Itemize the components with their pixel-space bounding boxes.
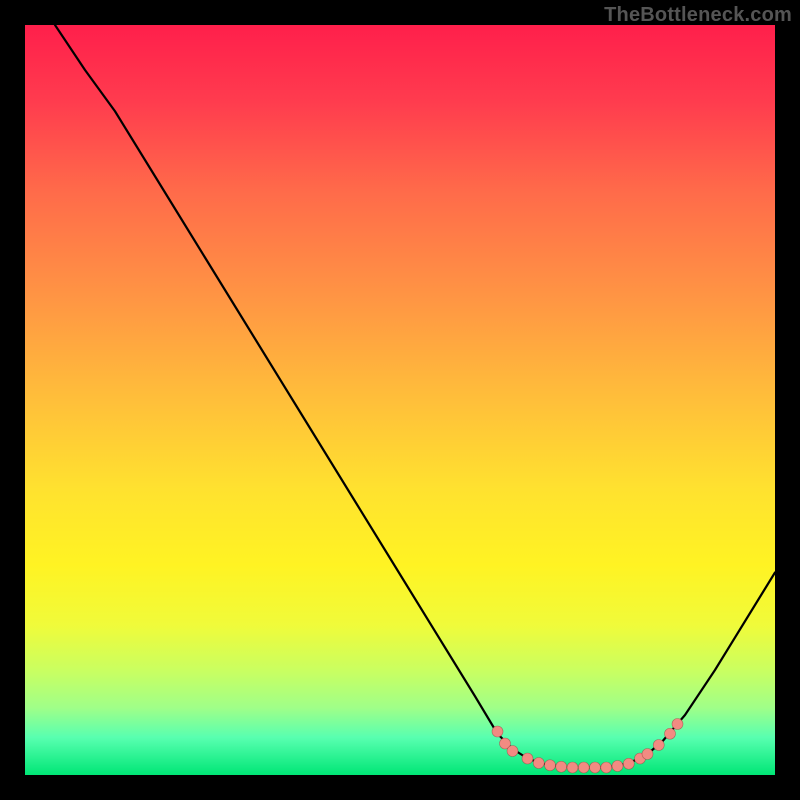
goodfit-marker [507,746,518,757]
goodfit-marker [522,753,533,764]
attribution-text: TheBottleneck.com [604,4,792,27]
goodfit-marker [578,762,589,773]
goodfit-marker [533,758,544,769]
goodfit-marker [623,758,634,769]
goodfit-marker [672,719,683,730]
bottleneck-chart [0,0,800,800]
goodfit-marker [653,740,664,751]
goodfit-marker [601,762,612,773]
goodfit-marker [492,726,503,737]
goodfit-marker [567,762,578,773]
goodfit-marker [612,761,623,772]
goodfit-marker [590,762,601,773]
plot-area-gradient [25,25,775,775]
goodfit-marker [642,749,653,760]
goodfit-marker [556,761,567,772]
goodfit-marker [665,728,676,739]
goodfit-marker [545,760,556,771]
